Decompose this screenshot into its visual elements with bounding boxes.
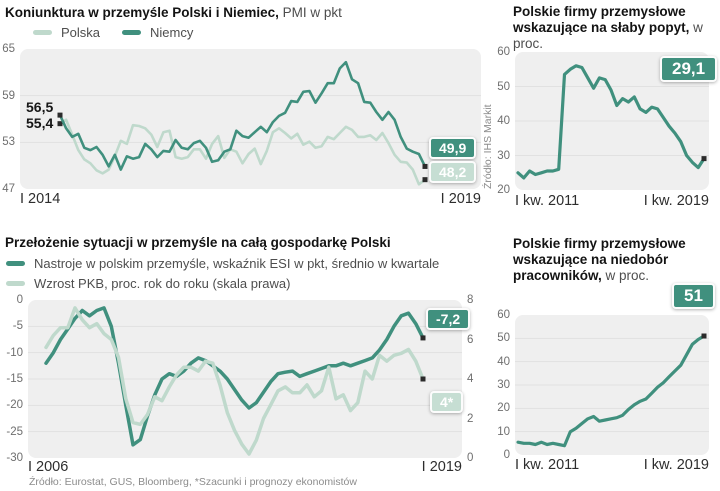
slaby-popyt-badge: 29,1 <box>660 56 718 82</box>
legend-item: Nastroje w polskim przemyśle, wskaźnik E… <box>6 256 439 271</box>
axis-tick-right: 2 <box>467 412 474 425</box>
pmi-end-badge-polska: 48,2 <box>429 161 477 183</box>
point-marker <box>420 376 426 382</box>
panel-title-niedobor: Polskie firmy przemysłowe wskazujące na … <box>513 236 718 285</box>
panel-title-esi-pkb-bold: Przełożenie sytuacji w przemyśle na całą… <box>5 235 391 250</box>
pmi-end-badge-niemcy: 49,9 <box>429 137 477 159</box>
legend-item: Wzrost PKB, proc. rok do roku (skala pra… <box>6 276 439 291</box>
axis-tick-left: 60 <box>497 309 510 321</box>
axis-tick-right: 0 <box>467 452 474 464</box>
axis-tick-left: 20 <box>497 184 510 196</box>
legend-label: Nastroje w polskim przemyśle, wskaźnik E… <box>34 256 440 271</box>
esi-pkb-x-end: I 2019 <box>421 459 462 475</box>
esi_pkb-svg <box>28 306 462 456</box>
legend-swatch-light <box>6 281 25 286</box>
slaby-popyt-x-axis: I kw. 2011 I kw. 2019 <box>515 193 709 209</box>
axis-tick-left: 10 <box>497 425 510 438</box>
panel-title-niedobor-unit: w proc. <box>601 268 650 284</box>
axis-tick-left: -25 <box>6 425 23 438</box>
axis-tick-left: -15 <box>6 373 23 385</box>
niedobor-badge: 51 <box>672 283 715 309</box>
axis-tick-left: 65 <box>2 43 15 55</box>
slaby-popyt-chart: 60 50 40 30 20 <box>497 46 709 196</box>
axis-tick-left: 59 <box>2 89 15 102</box>
legend-swatch-dark <box>122 30 142 35</box>
pmi-start-value-polska: 55,4 <box>26 115 54 131</box>
point-marker <box>422 177 428 183</box>
niedobor-x-end: I kw. 2019 <box>643 457 709 473</box>
axis-tick-left: -5 <box>12 320 23 333</box>
panel-title-esi-pkb: Przełożenie sytuacji w przemyśle na całą… <box>5 235 485 251</box>
axis-tick-left: 50 <box>497 80 510 93</box>
axis-tick-left: 0 <box>16 294 23 306</box>
pkb-end-badge: 4* <box>430 391 464 413</box>
niedobor-x-start: I kw. 2011 <box>515 457 580 473</box>
panel-title-pmi-bold: Koniunktura w przemyśle Polski i Niemiec… <box>5 5 279 20</box>
panel-title-slaby-popyt: Polskie firmy przemysłowe wskazujące na … <box>513 4 715 53</box>
axis-tick-left: -20 <box>6 399 23 412</box>
axis-tick-left: 40 <box>497 115 510 127</box>
legend-pmi: Polska Niemcy <box>33 25 193 40</box>
pmi-chart: 65 59 53 47 <box>2 43 481 195</box>
niedobor-svg <box>515 333 709 448</box>
point-marker <box>420 335 426 341</box>
panel-title-pmi-unit: PMI w pkt <box>278 5 342 20</box>
panel-title-slaby-popyt-bold: Polskie firmy przemysłowe wskazujące na … <box>513 4 690 36</box>
pmi-start-value-niemcy: 56,5 <box>26 99 54 115</box>
esi-pkb-x-axis: I 2006 I 2019 <box>28 459 462 475</box>
panel-title-pmi: Koniunktura w przemyśle Polski i Niemiec… <box>5 5 480 21</box>
point-marker <box>57 112 63 118</box>
axis-tick-right: 8 <box>467 294 474 306</box>
pmi-x-end: I 2019 <box>440 191 481 207</box>
line-series-dark <box>516 334 706 448</box>
legend-swatch-dark <box>6 261 25 266</box>
legend-item: Polska <box>33 25 100 40</box>
point-marker <box>422 163 428 169</box>
line-series-light <box>44 306 425 456</box>
axis-tick-left: -30 <box>6 452 23 464</box>
panel-title-niedobor-bold: Polskie firmy przemysłowe wskazujące na … <box>513 236 686 284</box>
line-series-dark <box>516 64 706 180</box>
niedobor-chart: 60 50 40 30 20 10 0 <box>497 309 709 461</box>
point-marker <box>57 121 63 127</box>
line-series-dark <box>58 60 427 171</box>
panel-title-slaby-popyt-unit: w proc. <box>513 20 703 52</box>
axis-tick-left: 30 <box>497 149 510 162</box>
esi-pkb-x-start: I 2006 <box>28 459 69 475</box>
axis-tick-left: 50 <box>497 332 510 345</box>
pmi-svg <box>20 60 481 186</box>
axis-tick-left: 53 <box>2 136 15 149</box>
legend-esi-pkb: Nastroje w polskim przemyśle, wskaźnik E… <box>6 256 439 291</box>
axis-tick-left: 47 <box>2 183 15 195</box>
slaby-popyt-x-end: I kw. 2019 <box>643 193 709 209</box>
esi-end-badge: -7,2 <box>426 308 471 330</box>
line-series-light <box>58 118 427 186</box>
axis-tick-left: 30 <box>497 379 510 391</box>
axis-tick-right: 6 <box>467 333 474 346</box>
pmi-x-axis: I 2014 I 2019 <box>20 191 481 207</box>
axis-tick-left: 40 <box>497 355 510 368</box>
point-marker <box>701 333 707 339</box>
axis-tick-right: 4 <box>467 373 474 385</box>
legend-label: Niemcy <box>150 25 194 40</box>
line-series-dark <box>44 306 425 447</box>
esi-pkb-chart: 0 -5 -10 -15 -20 -25 -30 8 6 4 2 0 <box>6 294 473 464</box>
niedobor-x-axis: I kw. 2011 I kw. 2019 <box>515 457 709 473</box>
axis-tick-left: 0 <box>503 449 510 461</box>
axis-tick-left: 60 <box>497 46 510 58</box>
legend-label: Wzrost PKB, proc. rok do roku (skala pra… <box>34 276 291 291</box>
legend-label: Polska <box>61 25 101 40</box>
footer-source: Źródło: Eurostat, GUS, Bloomberg, *Szacu… <box>29 476 357 488</box>
pmi-x-start: I 2014 <box>20 191 61 207</box>
legend-item: Niemcy <box>122 25 193 40</box>
point-marker <box>701 156 707 162</box>
slaby-popyt-x-start: I kw. 2011 <box>515 193 580 209</box>
legend-swatch-light <box>33 30 52 35</box>
axis-tick-left: 20 <box>497 402 510 415</box>
slaby_popyt-svg <box>515 64 709 180</box>
axis-tick-left: -10 <box>6 346 23 359</box>
